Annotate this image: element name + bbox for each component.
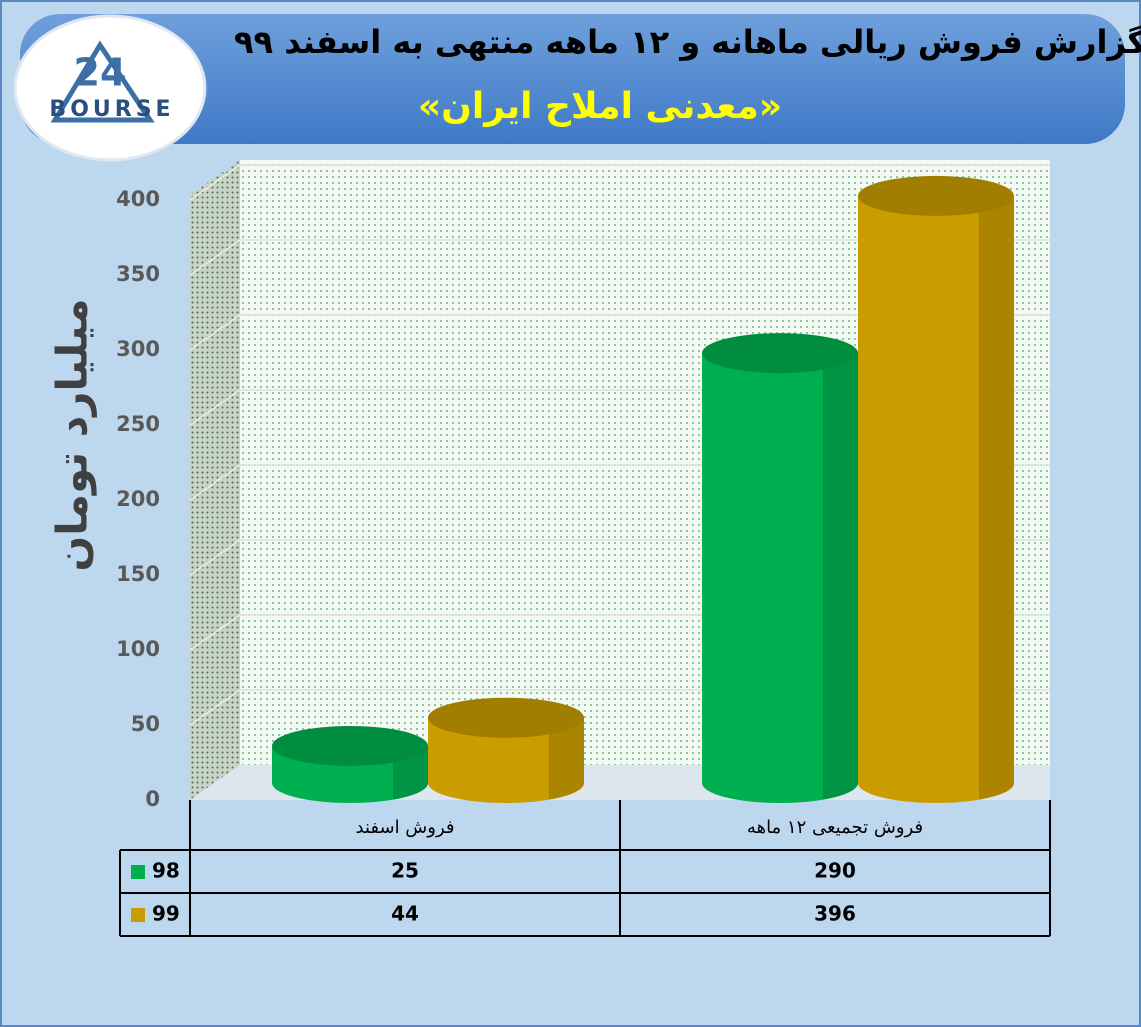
bar-top xyxy=(858,175,1014,216)
legend-label: 99 xyxy=(152,902,180,926)
y-tick-label: 300 xyxy=(116,337,160,361)
bar-shade xyxy=(822,353,858,800)
data-table xyxy=(119,800,1051,937)
side-wall xyxy=(190,160,240,800)
bar-shade xyxy=(978,195,1014,800)
logo-shape xyxy=(50,40,155,123)
y-tick-label: 100 xyxy=(116,637,160,661)
table-value: 44 xyxy=(391,902,419,926)
y-tick-label: 200 xyxy=(116,487,160,511)
x-tick-label: فروش تجمیعی ۱۲ ماهه xyxy=(747,817,923,838)
bar xyxy=(428,717,584,803)
bar xyxy=(858,195,1014,803)
y-axis-label: میلیارد تومان xyxy=(48,298,98,571)
grid-line xyxy=(189,464,241,501)
grid-line xyxy=(189,314,241,351)
grid-line xyxy=(189,614,241,651)
legend-label: 98 xyxy=(152,859,180,883)
logo-badge xyxy=(13,14,207,162)
bar xyxy=(702,353,858,803)
y-tick-label: 400 xyxy=(116,187,160,211)
y-tick-label: 0 xyxy=(145,787,160,811)
bar-top xyxy=(702,333,858,374)
bar-top xyxy=(272,725,428,766)
y-tick-label: 250 xyxy=(116,412,160,436)
y-tick-label: 150 xyxy=(116,562,160,586)
table-value: 290 xyxy=(814,859,856,883)
grid-line xyxy=(189,389,241,426)
grid-line xyxy=(189,689,241,726)
legend-swatch xyxy=(131,865,145,879)
logo-name: BOURSE xyxy=(49,97,174,122)
grid-line xyxy=(189,539,241,576)
chart-title: گزارش فروش ریالی ماهانه و ۱۲ ماهه منتهی … xyxy=(234,23,1141,61)
logo-mark: 24 xyxy=(74,51,127,95)
y-tick-label: 50 xyxy=(131,712,160,736)
chart-subtitle: «معدنی املاح ایران» xyxy=(418,86,782,127)
grid-line xyxy=(189,239,241,276)
table-value: 25 xyxy=(391,859,419,883)
table-value: 396 xyxy=(814,902,856,926)
x-tick-label: فروش اسفند xyxy=(356,817,455,838)
legend-swatch xyxy=(131,908,145,922)
bar-shade xyxy=(548,717,584,800)
header-banner xyxy=(20,14,1125,144)
y-tick-label: 350 xyxy=(116,262,160,286)
grid-line xyxy=(189,164,241,201)
bar-top xyxy=(428,697,584,738)
